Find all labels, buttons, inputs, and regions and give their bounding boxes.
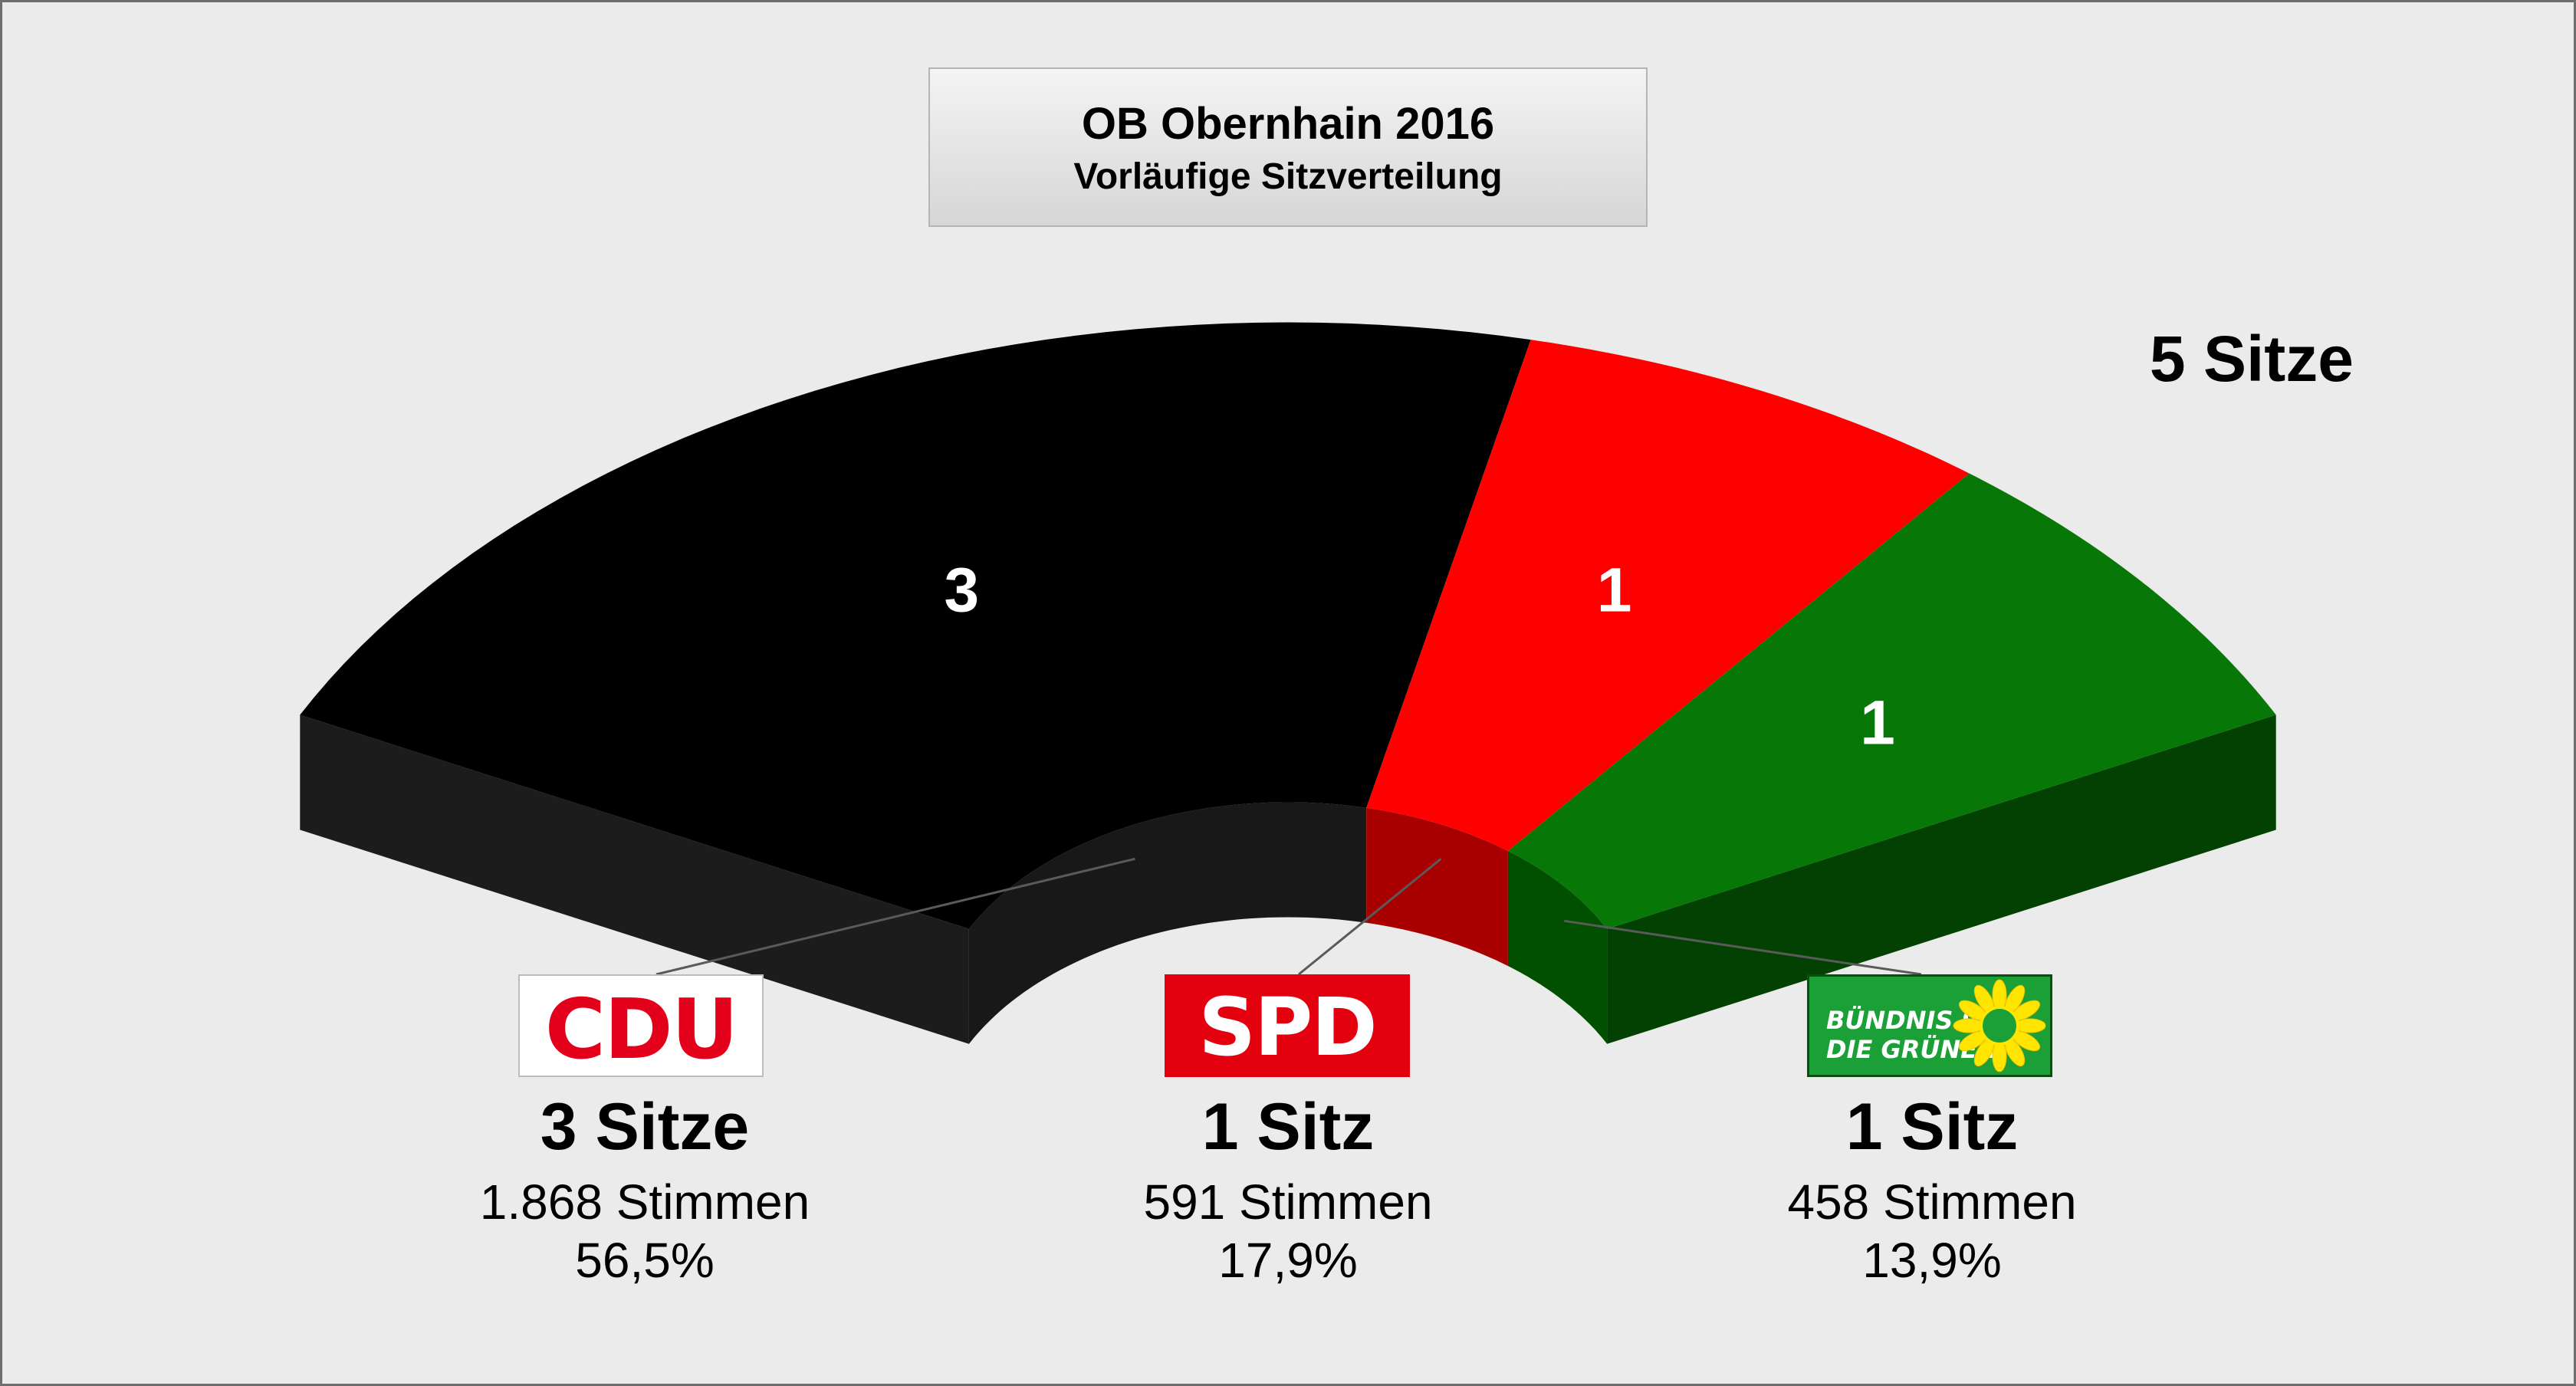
spd-seats: 1 Sitz bbox=[1201, 1090, 1375, 1164]
gruene-votes: 458 Stimmen bbox=[1787, 1174, 2077, 1230]
sunflower-icon bbox=[1953, 979, 2046, 1072]
cdu-seat-value-label: 3 bbox=[944, 555, 979, 625]
gruene-logo: BÜNDNIS 90 DIE GRÜNEN bbox=[1807, 974, 2052, 1077]
spd-leader-line bbox=[1298, 858, 1442, 976]
cdu-votes: 1.868 Stimmen bbox=[479, 1174, 810, 1230]
spd-percent: 17,9% bbox=[1218, 1233, 1358, 1288]
chart-subtitle: Vorläufige Sitzverteilung bbox=[1073, 156, 1503, 197]
cdu-logo-text: CDU bbox=[544, 982, 739, 1077]
gruene-inner-wall bbox=[1507, 851, 1608, 1044]
spd-votes: 591 Stimmen bbox=[1143, 1174, 1433, 1230]
chart-title: OB Obernhain 2016 bbox=[1081, 99, 1495, 149]
spd-seat-segment bbox=[1366, 340, 1970, 852]
cdu-seats: 3 Sitze bbox=[540, 1090, 750, 1164]
spd-logo: SPD bbox=[1165, 974, 1410, 1077]
cdu-inner-wall bbox=[968, 802, 1367, 1044]
total-seats-label: 5 Sitze bbox=[2149, 323, 2354, 395]
gruene-seat-segment bbox=[1507, 473, 2276, 929]
arc-right-side bbox=[1607, 714, 2276, 1044]
cdu-leader-line bbox=[656, 857, 1135, 976]
spd-inner-wall bbox=[1366, 807, 1508, 967]
arc-left-side bbox=[300, 714, 969, 1044]
gruene-percent: 13,9% bbox=[1862, 1233, 2002, 1288]
gruene-result: 1 Sitz 458 Stimmen 13,9% bbox=[1664, 1089, 2200, 1289]
cdu-seat-segment bbox=[300, 322, 1531, 929]
gruene-leader-line bbox=[1564, 919, 1922, 976]
gruene-seats: 1 Sitz bbox=[1845, 1090, 2019, 1164]
spd-logo-text: SPD bbox=[1198, 980, 1377, 1074]
cdu-logo: CDU bbox=[518, 974, 764, 1077]
spd-result: 1 Sitz 591 Stimmen 17,9% bbox=[1020, 1089, 1556, 1289]
title-box: OB Obernhain 2016 Vorläufige Sitzverteil… bbox=[928, 67, 1648, 227]
cdu-percent: 56,5% bbox=[575, 1233, 715, 1288]
cdu-result: 3 Sitze 1.868 Stimmen 56,5% bbox=[376, 1089, 913, 1289]
gruene-seat-value-label: 1 bbox=[1860, 688, 1895, 757]
spd-seat-value-label: 1 bbox=[1597, 555, 1632, 625]
